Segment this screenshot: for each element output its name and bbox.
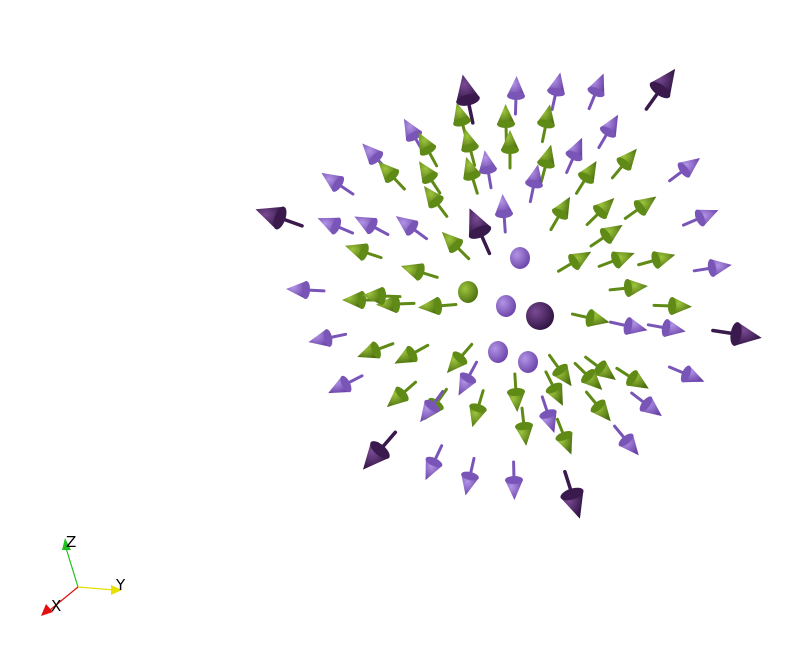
field-arrow-glyph — [317, 217, 355, 235]
field-arrow-glyph — [560, 469, 584, 519]
field-arrow-glyph — [557, 251, 592, 273]
field-arrow-glyph — [362, 287, 402, 305]
field-arrow-glyph — [637, 251, 676, 269]
field-arrow-glyph — [623, 196, 657, 220]
field-arrow-glyph — [548, 353, 572, 387]
field-arrow-glyph — [456, 74, 480, 125]
field-arrow-glyph — [537, 104, 555, 144]
glyph-arrows — [255, 68, 762, 519]
field-arrow-glyph — [573, 361, 603, 390]
field-arrow-glyph — [526, 302, 554, 330]
field-arrow-glyph — [495, 194, 513, 234]
field-arrow-glyph — [608, 317, 648, 335]
field-arrow-glyph — [354, 216, 390, 237]
field-arrow-glyph — [501, 130, 519, 170]
field-arrow-glyph — [479, 150, 497, 190]
field-arrow-glyph — [328, 374, 364, 394]
field-arrow-glyph — [419, 161, 442, 195]
field-arrow-glyph — [615, 366, 649, 389]
field-arrow-glyph — [469, 389, 487, 428]
field-arrow-glyph — [423, 186, 449, 218]
field-arrow-glyph — [510, 247, 530, 269]
z-axis-cone-icon — [62, 538, 71, 550]
field-arrow-glyph — [505, 460, 523, 500]
field-arrow-glyph — [345, 243, 383, 261]
field-arrow-glyph — [461, 456, 479, 496]
field-arrow-glyph — [308, 329, 348, 347]
field-arrow-glyph — [537, 144, 555, 183]
field-arrow-glyph — [418, 132, 439, 168]
field-arrow-glyph — [425, 444, 444, 481]
x-axis-cone-icon — [41, 604, 53, 616]
field-arrow-glyph — [446, 342, 474, 374]
field-arrow-glyph — [555, 417, 573, 455]
field-arrow-glyph — [646, 319, 686, 337]
field-arrow-glyph — [400, 263, 439, 281]
field-arrow-glyph — [667, 365, 705, 383]
y-axis-cone-icon — [111, 585, 122, 595]
field-arrow-glyph — [418, 297, 458, 315]
field-arrow-glyph — [613, 424, 639, 456]
field-arrow-glyph — [652, 297, 692, 315]
z-axis-label: Z — [66, 533, 76, 551]
field-arrow-glyph — [507, 372, 525, 412]
field-arrow-glyph — [458, 360, 479, 396]
field-arrow-glyph — [585, 198, 615, 227]
field-arrow-glyph — [362, 430, 398, 470]
field-arrow-glyph — [585, 390, 611, 422]
field-arrow-glyph — [597, 251, 635, 269]
field-arrow-glyph — [461, 128, 479, 167]
field-arrow-glyph — [496, 295, 516, 317]
y-axis-label: Y — [115, 576, 126, 594]
field-arrow-glyph — [458, 281, 478, 303]
field-arrow-glyph — [587, 73, 605, 111]
field-arrow-glyph — [468, 208, 492, 256]
field-arrow-glyph — [378, 161, 406, 191]
field-arrow-glyph — [597, 114, 619, 150]
field-arrow-glyph — [547, 72, 565, 112]
z-axis-line — [65, 547, 79, 588]
field-arrow-glyph — [518, 351, 538, 373]
x-axis-label: X — [51, 597, 61, 615]
field-arrow-glyph — [610, 148, 637, 180]
field-arrow-glyph — [608, 279, 648, 297]
field-arrow-glyph — [565, 137, 583, 174]
field-arrow-glyph — [681, 209, 719, 227]
field-arrow-glyph — [488, 341, 508, 363]
field-arrow-glyph — [589, 224, 623, 248]
field-arrow-glyph — [321, 172, 355, 196]
field-arrow-glyph — [376, 295, 416, 313]
field-arrow-glyph — [507, 76, 525, 116]
field-arrow-glyph — [420, 390, 445, 423]
field-arrow-glyph — [441, 231, 471, 261]
orientation-axes: Z Y X — [41, 533, 126, 616]
field-arrow-glyph — [515, 406, 533, 446]
field-arrow-glyph — [357, 341, 395, 359]
field-arrow-glyph — [286, 281, 326, 299]
field-arrow-glyph — [630, 391, 662, 417]
field-arrow-glyph — [570, 309, 610, 327]
field-arrow-glyph — [711, 322, 762, 346]
x-axis-line — [49, 586, 79, 611]
field-arrow-glyph — [574, 161, 597, 195]
field-arrow-glyph — [255, 206, 304, 230]
field-arrow-glyph — [544, 370, 563, 406]
field-arrow-glyph — [394, 343, 430, 364]
field-arrow-glyph — [395, 216, 429, 241]
y-axis-line — [77, 586, 115, 591]
field-arrow-glyph — [692, 259, 732, 277]
field-arrow-glyph — [525, 164, 543, 204]
field-arrow-glyph — [386, 380, 418, 408]
field-arrow-glyph — [463, 156, 481, 195]
field-arrow-glyph — [539, 395, 557, 433]
field-arrow-glyph — [584, 355, 616, 381]
field-arrow-glyph — [668, 158, 701, 183]
field-arrow-glyph — [644, 68, 676, 111]
field-arrow-glyph — [549, 196, 571, 232]
